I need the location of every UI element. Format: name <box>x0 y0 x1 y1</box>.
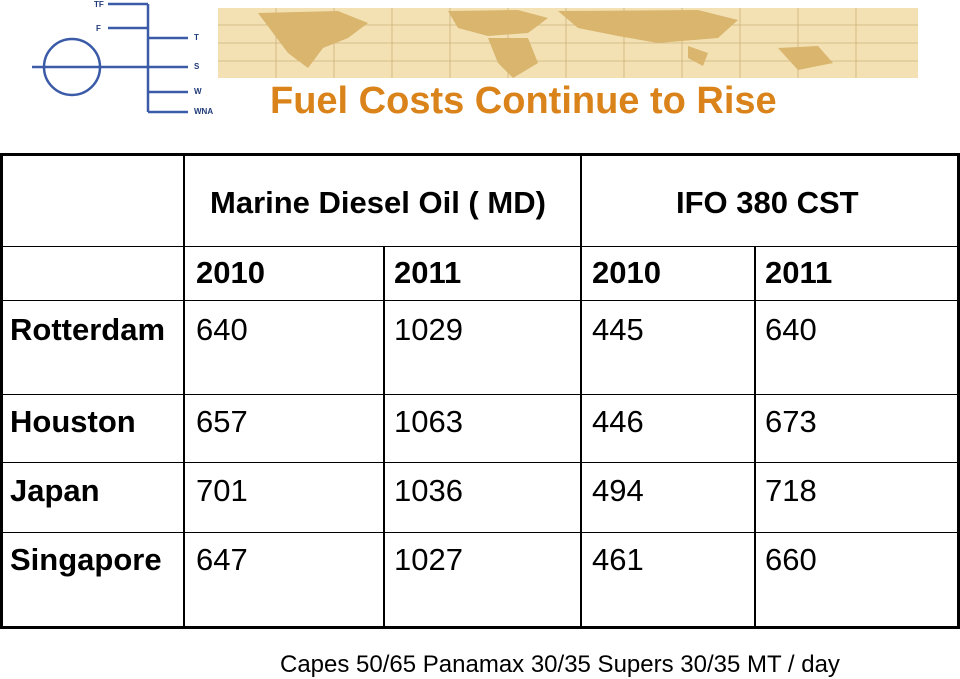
price-cell: 494 <box>592 473 644 508</box>
price-cell: 718 <box>765 473 817 508</box>
logo-graphic <box>32 2 188 114</box>
table-divider <box>0 532 960 533</box>
port-label: Singapore <box>10 542 162 577</box>
table-column-divider <box>183 153 185 629</box>
group-header-ifo: IFO 380 CST <box>676 185 859 220</box>
price-cell: 1036 <box>394 473 463 508</box>
year-header: 2010 <box>592 255 661 290</box>
price-cell: 446 <box>592 404 644 439</box>
table-border-top <box>0 153 960 156</box>
price-cell: 673 <box>765 404 817 439</box>
price-cell: 445 <box>592 312 644 347</box>
fuel-cost-table: Marine Diesel Oil ( MD) IFO 380 CST 2010… <box>0 153 960 629</box>
table-divider <box>0 462 960 463</box>
price-cell: 1027 <box>394 542 463 577</box>
group-header-mdo: Marine Diesel Oil ( MD) <box>210 185 546 220</box>
port-label: Houston <box>10 404 136 439</box>
logo-letter-wna: WNA <box>194 107 214 116</box>
port-label: Rotterdam <box>10 312 166 347</box>
table-column-divider <box>580 153 582 629</box>
logo-letter-tf: TF <box>94 0 104 9</box>
world-map-banner <box>218 8 918 78</box>
world-map-graphic <box>218 8 918 78</box>
logo-letter-f: F <box>96 24 101 33</box>
year-header: 2011 <box>765 255 833 290</box>
table-column-divider <box>754 246 756 629</box>
port-label: Japan <box>10 473 100 508</box>
table-border-left <box>0 153 3 629</box>
price-cell: 657 <box>196 404 248 439</box>
year-header: 2011 <box>394 255 462 290</box>
table-column-divider <box>383 246 385 629</box>
price-cell: 660 <box>765 542 817 577</box>
logo-letter-t: T <box>194 33 199 42</box>
footer-note: Capes 50/65 Panamax 30/35 Supers 30/35 M… <box>280 651 840 678</box>
price-cell: 647 <box>196 542 248 577</box>
year-header: 2010 <box>196 255 265 290</box>
page-title: Fuel Costs Continue to Rise <box>270 80 777 122</box>
company-logo: TF F T S W WNA <box>28 0 228 120</box>
price-cell: 461 <box>592 542 644 577</box>
price-cell: 701 <box>196 473 248 508</box>
table-divider <box>0 394 960 395</box>
logo-letter-w: W <box>194 87 202 96</box>
logo-letter-s: S <box>194 62 200 71</box>
price-cell: 1029 <box>394 312 463 347</box>
table-divider <box>0 246 960 247</box>
price-cell: 640 <box>196 312 248 347</box>
table-border-bottom <box>0 626 960 629</box>
price-cell: 1063 <box>394 404 463 439</box>
table-divider <box>0 300 960 301</box>
price-cell: 640 <box>765 312 817 347</box>
table-border-right <box>957 153 960 629</box>
